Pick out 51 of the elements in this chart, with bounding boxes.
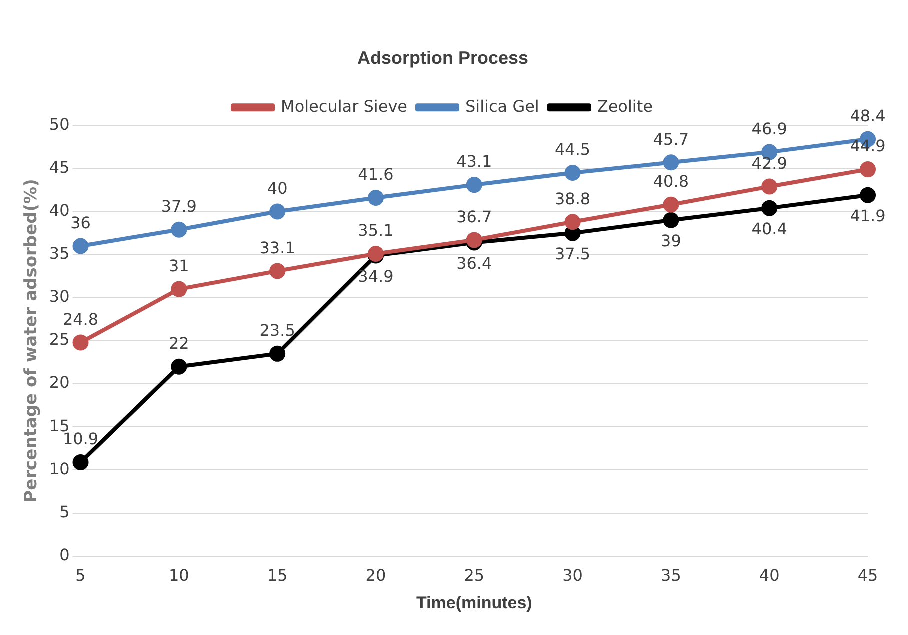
data-label: 45.7: [653, 130, 689, 149]
data-label: 43.1: [456, 152, 492, 172]
x-axis-title: Time(minutes): [416, 593, 532, 612]
y-tick-label: 50: [49, 114, 70, 134]
data-label: 24.8: [62, 310, 99, 329]
y-tick-label: 10: [49, 459, 70, 478]
y-tick-label: 40: [49, 200, 70, 220]
x-tick-label: 15: [267, 566, 288, 586]
data-label: 46.9: [752, 119, 788, 138]
data-label: 35.1: [358, 221, 394, 240]
data-label: 31: [168, 256, 190, 276]
data-label: 36.7: [456, 207, 492, 226]
data-label: 39: [661, 232, 682, 251]
data-label: 41.6: [358, 165, 394, 184]
data-label: 44.9: [850, 136, 886, 156]
x-tick-label: 20: [366, 566, 386, 586]
x-tick-label: 35: [661, 566, 682, 586]
legend-label: Silica Gel: [466, 96, 540, 116]
y-tick-label: 30: [49, 287, 70, 306]
data-label: 33.1: [260, 238, 296, 258]
data-label: 48.4: [850, 106, 886, 126]
y-tick-label: 25: [49, 330, 70, 350]
y-tick-label: 20: [49, 373, 70, 392]
y-axis-title: Percentage of water adsorbed(%): [22, 179, 42, 503]
y-tick-label: 45: [49, 158, 70, 177]
data-label: 36: [70, 213, 91, 232]
x-tick-label: 30: [562, 566, 583, 586]
data-label: 44.5: [554, 140, 591, 160]
data-label: 40.4: [752, 219, 788, 238]
x-tick-label: 40: [759, 566, 780, 586]
data-label: 42.9: [752, 154, 788, 173]
data-label: 40: [267, 178, 288, 198]
x-tick-label: 25: [464, 566, 485, 586]
y-tick-label: 35: [49, 244, 70, 263]
y-tick-label: 0: [60, 546, 70, 565]
data-label: 37.9: [161, 197, 197, 216]
data-label: 34.9: [358, 266, 394, 286]
x-tick-label: 45: [858, 566, 878, 586]
data-label: 37.5: [554, 244, 591, 264]
chart-title: Adsorption Process: [357, 48, 529, 68]
x-tick-label: 10: [168, 566, 190, 586]
y-tick-label: 5: [60, 502, 70, 522]
data-label: 38.8: [554, 189, 591, 208]
data-label: 36.4: [456, 254, 492, 273]
legend-label: Molecular Sieve: [281, 96, 408, 116]
data-label: 22: [168, 334, 190, 354]
x-tick-label: 5: [76, 566, 86, 586]
data-label: 23.5: [260, 321, 296, 340]
data-label: 41.9: [850, 206, 886, 226]
legend-label: Zeolite: [597, 96, 653, 116]
data-label: 40.8: [653, 172, 689, 192]
